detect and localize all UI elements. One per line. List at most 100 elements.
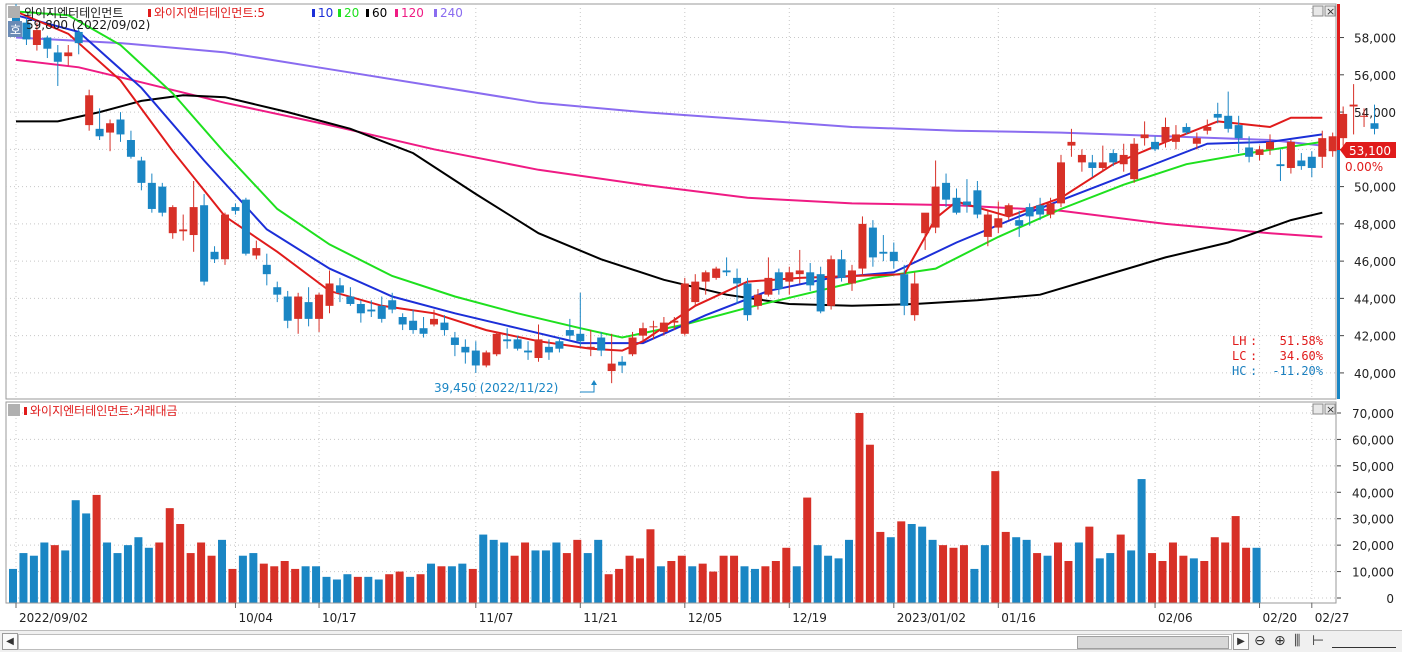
volume-bar [1158,561,1167,603]
candle-body [597,337,606,351]
quote-badge-label: 호 [10,23,21,37]
price-legend: 와이지엔터테인먼트 와이지엔터테인먼트:5 10 20 60 120 240 [8,6,463,20]
volume-bar [803,497,812,603]
price-y-axis[interactable]: 40,00042,00044,00046,00048,00050,00052,0… [1340,32,1396,381]
candle [597,331,606,357]
candle-body [53,52,62,62]
current-price-label: 53,100 [1349,144,1391,158]
candle-body [440,322,449,331]
price-pane[interactable] [5,3,1337,400]
candle [743,277,752,321]
zoom-in-icon[interactable]: ⊕ [1274,633,1286,649]
candle [32,22,41,51]
volume-bar [458,563,467,603]
candle-body [994,218,1003,228]
volume-bar [834,558,843,603]
candle [74,28,83,55]
axis-accent-red [1337,4,1340,150]
candle [1077,149,1086,172]
volume-legend-handle[interactable] [8,404,20,416]
candle [764,257,773,297]
candle-body [1276,164,1285,167]
candle-body [1203,126,1212,131]
volume-bar [667,561,676,603]
volume-bar [959,545,968,603]
candle-body [210,251,219,260]
candle [889,242,898,269]
candle-body [712,268,721,278]
price-pane-controls: × [1312,5,1336,18]
candle [701,270,710,295]
candle-body [273,287,282,295]
volume-pane-close-button[interactable] [1324,403,1336,415]
candle-body [419,328,428,334]
volume-bar [928,539,937,603]
candle-body [252,248,261,256]
volume-bar [677,555,686,603]
volume-y-axis[interactable]: 0 10,000 20,000 30,000 40,000 50,000 60,000 70,… [1337,407,1394,606]
candle [221,212,229,265]
candle-body [659,322,668,332]
candle-body [1339,113,1348,139]
candle-body [544,346,553,353]
candle-body [952,197,961,213]
volume-bar [61,550,70,603]
volume-bar [1179,555,1188,603]
volume-bar [886,537,895,603]
volume-bars [9,413,1261,603]
volume-bar [1168,542,1177,603]
x-tick-label: 2022/09/02 [19,611,88,625]
candle [1297,153,1306,170]
legend-handle[interactable] [8,6,20,18]
candle-body [1328,136,1337,152]
volume-bar [573,539,582,603]
chart-scrollbar[interactable]: ◀ ▶ ⊖ ⊕ ⫼ ⊢ [0,630,1402,652]
volume-bar [876,531,885,603]
bar-spacing-icon[interactable]: ⊢ [1312,633,1325,649]
candle [1130,138,1139,183]
volume-legend-label: 와이지엔터테인먼트:거래대금 [30,404,178,418]
scroll-thumb[interactable] [1077,636,1229,649]
candle-body [879,251,888,254]
volume-bar [1242,547,1251,603]
candle [712,266,721,280]
scroll-track[interactable] [18,634,1232,650]
candle-body [649,326,658,328]
volume-bar [709,571,718,603]
bar-width-icon[interactable]: ⫼ [1294,633,1301,649]
scroll-left-arrow-icon[interactable]: ◀ [2,633,18,650]
price-pane-close-button[interactable] [1324,5,1336,17]
quote-badge[interactable] [8,21,22,37]
volume-bar [855,413,864,603]
volume-bar [479,534,488,603]
candle-body [973,190,982,215]
candle [200,194,209,286]
volume-bar [165,508,174,603]
scroll-right-arrow-icon[interactable]: ▶ [1233,633,1249,650]
volume-pane-minimize-button[interactable] [1312,403,1324,415]
stat-lh-label: LH [1232,334,1246,348]
candle [827,255,836,310]
candle-body [231,207,240,211]
volume-bar [761,566,770,603]
legend-ma10-label: 10 [318,6,333,20]
candle-body [1109,153,1118,163]
candle [680,277,689,336]
candle-body [262,264,271,275]
candle-body [1088,162,1097,168]
candle-body [294,296,303,319]
candle [639,322,647,342]
candle [1119,143,1128,172]
volume-tick-label: 0 [1386,592,1394,606]
price-pane-minimize-button[interactable] [1312,5,1324,17]
candle-body [346,296,355,304]
zoom-out-icon[interactable]: ⊖ [1254,633,1266,649]
volume-bar [343,574,352,603]
candle [137,156,146,191]
candle-body [576,333,585,342]
x-tick-label: 11/21 [583,611,618,625]
legend-ma10-swatch [312,9,315,17]
zoom-slider[interactable] [1332,637,1396,648]
candle-body [492,333,501,355]
volume-bar [280,561,289,603]
